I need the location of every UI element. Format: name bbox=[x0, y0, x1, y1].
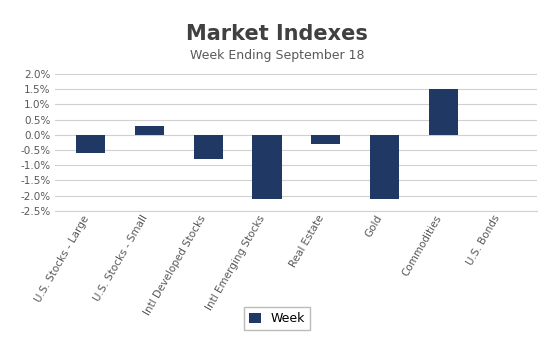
Bar bbox=[370, 135, 399, 199]
Bar bbox=[76, 135, 105, 153]
Bar bbox=[193, 135, 223, 159]
Bar bbox=[252, 135, 281, 199]
Bar bbox=[429, 89, 458, 135]
Bar bbox=[135, 126, 164, 135]
Bar bbox=[311, 135, 341, 144]
Legend: Week: Week bbox=[244, 307, 310, 330]
Text: Week Ending September 18: Week Ending September 18 bbox=[190, 49, 364, 62]
Text: Market Indexes: Market Indexes bbox=[186, 24, 368, 44]
